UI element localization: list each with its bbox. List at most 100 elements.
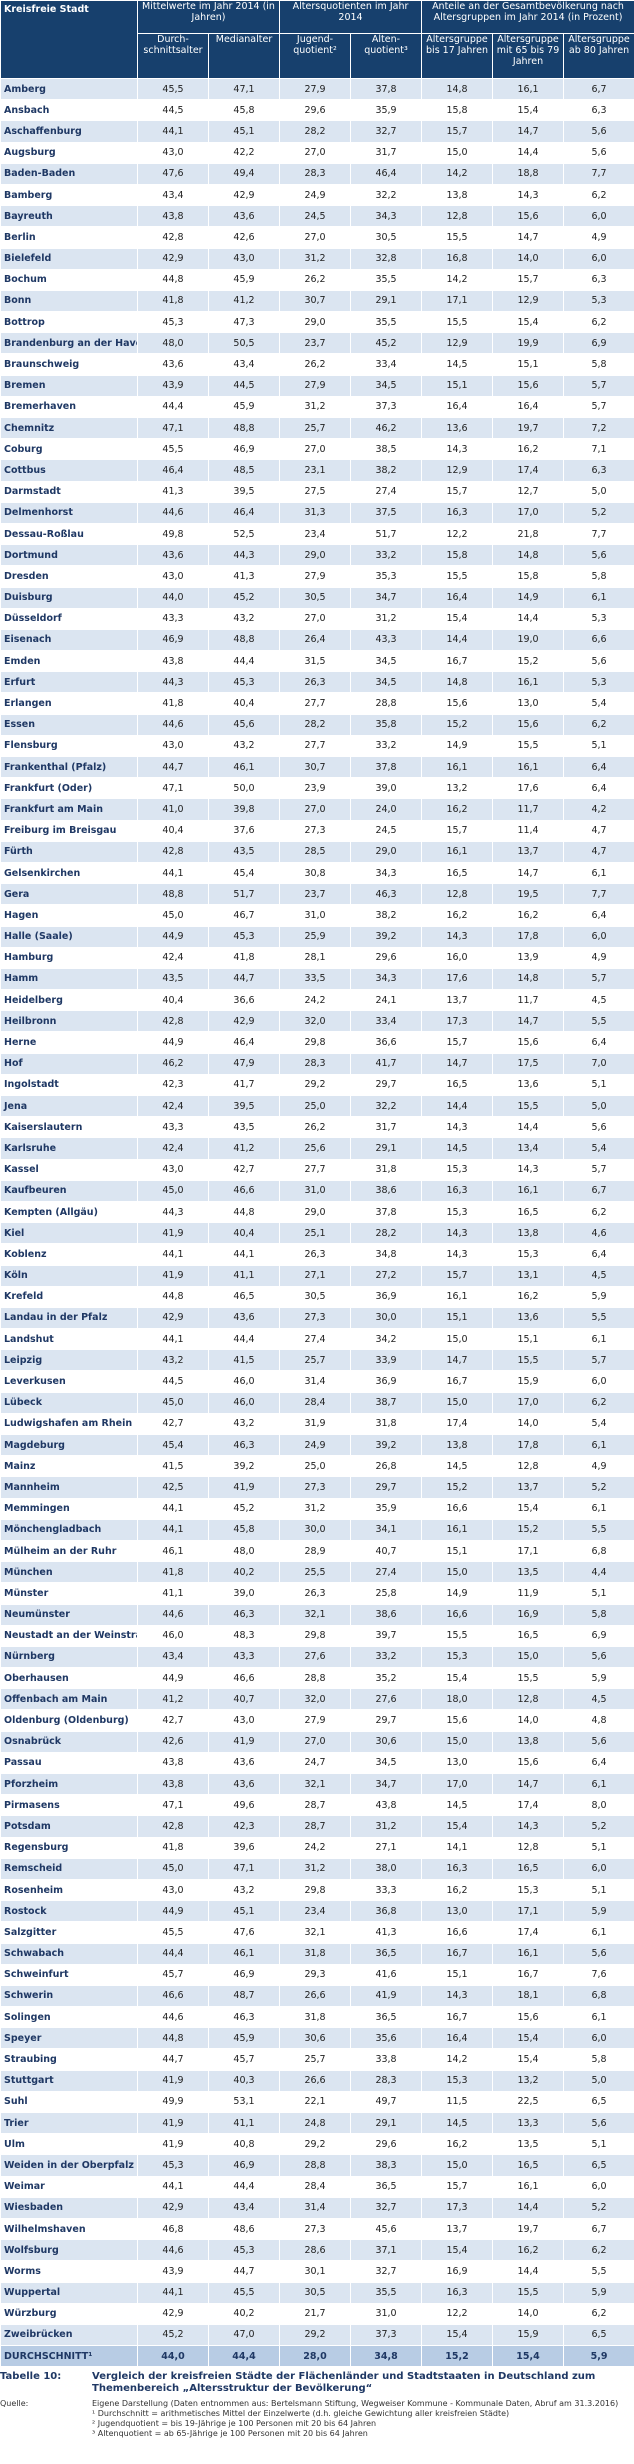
cell-value: 15,6 bbox=[492, 1031, 565, 1054]
cell-value: 29,0 bbox=[279, 544, 352, 567]
cell-value: 45,7 bbox=[207, 2048, 281, 2071]
cell-value: 43,2 bbox=[207, 734, 281, 758]
cell-value: 45,0 bbox=[137, 1391, 209, 1414]
cell-value: 7,0 bbox=[563, 1052, 634, 1075]
table-row: Flensburg 43,0 43,2 27,7 33,2 14,9 15,5 5,1 bbox=[0, 734, 634, 758]
cell-value: 45,0 bbox=[137, 1179, 209, 1202]
cell-value: 41,7 bbox=[207, 1073, 281, 1097]
cell-value: 14,3 bbox=[492, 1815, 565, 1838]
cell-value: 15,6 bbox=[421, 1709, 494, 1732]
cell-value: 16,7 bbox=[421, 650, 494, 673]
cell-value: 41,9 bbox=[207, 1730, 281, 1753]
cell-value: 16,4 bbox=[421, 2027, 494, 2050]
city-name: Bonn bbox=[0, 289, 138, 313]
cell-value: 4,7 bbox=[563, 840, 634, 863]
cell-value: 44,8 bbox=[137, 1285, 209, 1308]
city-name: Ulm bbox=[0, 2133, 138, 2156]
cell-value: 28,3 bbox=[350, 2069, 423, 2092]
cell-value: 23,4 bbox=[279, 1900, 352, 1923]
table-row: Oldenburg (Oldenburg) 42,7 43,0 27,9 29,7 15,… bbox=[0, 1709, 634, 1732]
source-line: Eigene Darstellung (Daten entnommen aus:… bbox=[92, 2399, 619, 2409]
cell-value: 33,5 bbox=[279, 967, 352, 991]
cell-value: 6,0 bbox=[563, 1370, 634, 1393]
cell-value: 15,7 bbox=[421, 1264, 494, 1287]
cell-value: 33,2 bbox=[350, 734, 423, 758]
cell-value: 23,7 bbox=[279, 332, 352, 355]
cell-value: 27,5 bbox=[279, 480, 352, 503]
cell-value: 43,2 bbox=[207, 607, 281, 630]
city-name: Herne bbox=[0, 1031, 138, 1054]
city-name: Speyer bbox=[0, 2027, 138, 2050]
cell-value: 27,9 bbox=[279, 1709, 352, 1732]
cell-value: 28,4 bbox=[279, 2175, 352, 2198]
cell-value: 45,6 bbox=[350, 2217, 423, 2241]
city-name: Kaiserslautern bbox=[0, 1116, 138, 1139]
table-row: Oberhausen 44,9 46,6 28,8 35,2 15,4 15,5 5,9 bbox=[0, 1667, 634, 1690]
cell-value: 6,2 bbox=[563, 2302, 634, 2325]
cell-value: 35,5 bbox=[350, 268, 423, 291]
cell-value: 12,9 bbox=[492, 289, 565, 313]
cell-value: 14,4 bbox=[421, 628, 494, 652]
cell-value: 47,6 bbox=[137, 162, 209, 185]
cell-value: 33,9 bbox=[350, 1349, 423, 1372]
cell-value: 5,6 bbox=[563, 141, 634, 164]
cell-value: 40,3 bbox=[207, 2069, 281, 2092]
cell-value: 15,0 bbox=[421, 1730, 494, 1753]
cell-value: 41,2 bbox=[207, 289, 281, 313]
cell-value: 46,5 bbox=[207, 1285, 281, 1308]
cell-value: 14,7 bbox=[492, 1010, 565, 1033]
table-row: Frankenthal (Pfalz) 44,7 46,1 30,7 37,8 16,1 1… bbox=[0, 755, 634, 779]
cell-value: 47,3 bbox=[207, 311, 281, 334]
cell-value: 41,6 bbox=[350, 1963, 423, 1986]
cell-value: 45,9 bbox=[207, 395, 281, 419]
cell-value: 6,0 bbox=[563, 1857, 634, 1880]
cell-value: 14,3 bbox=[492, 1158, 565, 1181]
cell-value: 30,0 bbox=[279, 1518, 352, 1541]
cell-value: 43,5 bbox=[207, 1116, 281, 1139]
cell-value: 16,3 bbox=[421, 501, 494, 524]
cell-value: 25,7 bbox=[279, 416, 352, 440]
cell-value: 6,7 bbox=[563, 2217, 634, 2241]
cell-value: 15,5 bbox=[492, 1094, 565, 1118]
cell-value: 15,0 bbox=[421, 1561, 494, 1584]
cell-value: 42,2 bbox=[207, 141, 281, 164]
cell-value: 46,1 bbox=[207, 755, 281, 779]
table-row: Mainz 41,5 39,2 25,0 26,8 14,5 12,8 4,9 bbox=[0, 1455, 634, 1478]
cell-value: 45,7 bbox=[137, 1963, 209, 1986]
cell-value: 41,5 bbox=[207, 1349, 281, 1372]
cell-value: 43,8 bbox=[137, 1772, 209, 1796]
cell-value: 32,8 bbox=[350, 247, 423, 270]
cell-value: 15,6 bbox=[492, 374, 565, 397]
cell-value: 5,6 bbox=[563, 650, 634, 673]
cell-value: 28,7 bbox=[279, 1815, 352, 1838]
table-row: Speyer 44,8 45,9 30,6 35,6 16,4 15,4 6,0 bbox=[0, 2027, 634, 2050]
cell-value: 46,4 bbox=[350, 162, 423, 185]
table-row: Dresden 43,0 41,3 27,9 35,3 15,5 15,8 5,8 bbox=[0, 565, 634, 588]
table-row: Düsseldorf 43,3 43,2 27,0 31,2 15,4 14,4 5,3 bbox=[0, 607, 634, 630]
cell-value: 30,8 bbox=[279, 861, 352, 885]
cell-value: 24,5 bbox=[279, 205, 352, 228]
cell-value: 14,4 bbox=[492, 2260, 565, 2283]
table-row: Wolfsburg 44,6 45,3 28,6 37,1 15,4 16,2 6,2 bbox=[0, 2239, 634, 2262]
cell-value: 32,0 bbox=[279, 1688, 352, 1711]
cell-value: 15,7 bbox=[421, 480, 494, 503]
city-name: Fürth bbox=[0, 840, 138, 863]
cell-value: 5,6 bbox=[563, 1730, 634, 1753]
table-row: Wiesbaden 42,9 43,4 31,4 32,7 17,3 14,4 5,2 bbox=[0, 2196, 634, 2219]
cell-value: 28,4 bbox=[279, 1391, 352, 1414]
cell-value: 39,5 bbox=[207, 1094, 281, 1118]
caption-text: Vergleich der kreisfreien Städte der Flä… bbox=[92, 2371, 596, 2395]
table-row: Herne 44,9 46,4 29,8 36,6 15,7 15,6 6,4 bbox=[0, 1031, 634, 1054]
table-row: Frankfurt (Oder) 47,1 50,0 23,9 39,0 13,2 17,6… bbox=[0, 777, 634, 800]
cell-value: 43,4 bbox=[207, 2196, 281, 2219]
table-row: Berlin 42,8 42,6 27,0 30,5 15,5 14,7 4,9 bbox=[0, 226, 634, 249]
city-name: Passau bbox=[0, 1751, 138, 1775]
table-row: München 41,8 40,2 25,5 27,4 15,0 13,5 4,4 bbox=[0, 1561, 634, 1584]
cell-value: 5,3 bbox=[563, 289, 634, 313]
cell-value: 24,7 bbox=[279, 1751, 352, 1775]
city-name: Schwerin bbox=[0, 1984, 138, 2008]
cell-value: 7,7 bbox=[563, 162, 634, 185]
city-name: Landau in der Pfalz bbox=[0, 1306, 138, 1330]
cell-value: 44,5 bbox=[137, 99, 209, 122]
table-row: Darmstadt 41,3 39,5 27,5 27,4 15,7 12,7 5,0 bbox=[0, 480, 634, 503]
